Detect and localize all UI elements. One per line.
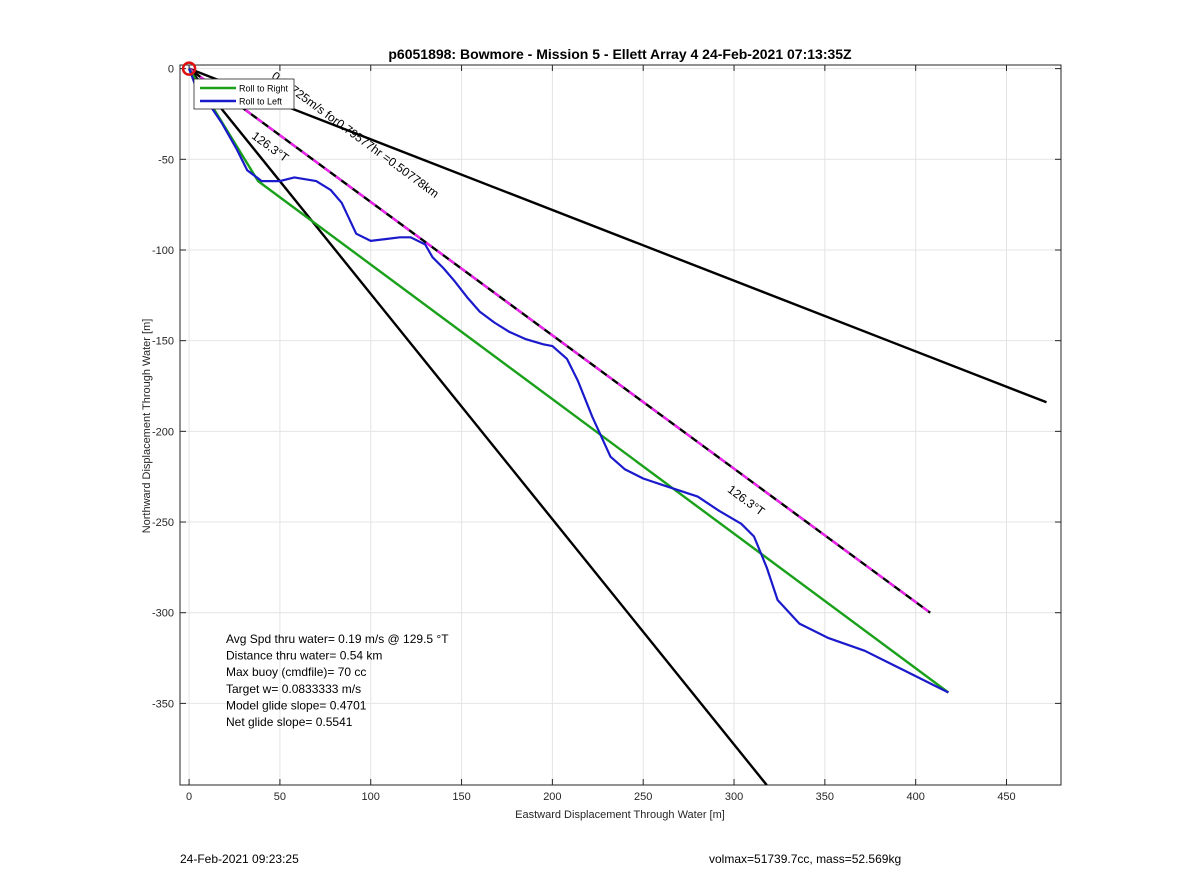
- y-tick-label: -250: [152, 517, 174, 529]
- annotation-heading-1: 126.3°T: [249, 129, 292, 166]
- y-tick-label: -100: [152, 245, 174, 257]
- grid-lines: [180, 65, 1061, 785]
- footer-timestamp: 24-Feb-2021 09:23:25: [180, 852, 299, 866]
- series-line-ref-shallow: [188, 67, 1047, 404]
- series-line-ref-steep: [188, 67, 768, 785]
- annotation-group: 0.17725m/s for0.79577hr =0.50778km126.3°…: [249, 69, 768, 519]
- footer-mass-info: volmax=51739.7cc, mass=52.569kg: [709, 852, 902, 866]
- y-tick-label: 0: [168, 64, 174, 76]
- x-tick-label: 0: [186, 791, 192, 803]
- stats-line: Avg Spd thru water= 0.19 m/s @ 129.5 °T: [226, 632, 449, 646]
- annotation-line-label: 0.17725m/s for0.79577hr =0.50778km: [269, 69, 442, 201]
- series-line-track: [188, 68, 949, 694]
- legend-label: Roll to Right: [239, 84, 289, 94]
- x-tick-label: 200: [543, 791, 561, 803]
- series-line-heading-line: [188, 67, 931, 614]
- y-tick-label: -350: [152, 698, 174, 710]
- stats-line: Distance thru water= 0.54 km: [226, 649, 382, 663]
- legend-box: [193, 78, 295, 110]
- chart-title: p6051898: Bowmore - Mission 5 - Ellett A…: [388, 46, 852, 62]
- series-line-green: [188, 67, 950, 694]
- axes-box: [179, 64, 1062, 786]
- x-tick-label: 450: [997, 791, 1015, 803]
- y-axis-label: Northward Displacement Through Water [m]: [141, 319, 153, 534]
- x-tick-label: 350: [816, 791, 834, 803]
- x-tick-label: 300: [725, 791, 743, 803]
- x-tick-label: 400: [907, 791, 925, 803]
- y-tick-label: -200: [152, 426, 174, 438]
- stats-block: Avg Spd thru water= 0.19 m/s @ 129.5 °T D…: [226, 632, 449, 729]
- legend-label: Roll to Left: [239, 97, 283, 107]
- legend: Roll to Right Roll to Left: [193, 78, 295, 110]
- x-axis-ticks: 0 50 100 150 200 250 300 350 400 450: [186, 65, 1016, 803]
- x-tick-label: 150: [452, 791, 470, 803]
- y-tick-label: -50: [158, 154, 174, 166]
- y-tick-label: -300: [152, 608, 174, 620]
- y-axis-ticks: 0 -50 -100 -150 -200 -250 -300 -350: [152, 64, 1061, 710]
- stats-line: Target w= 0.0833333 m/s: [226, 682, 361, 696]
- x-tick-label: 250: [634, 791, 652, 803]
- start-marker: [181, 61, 197, 76]
- y-tick-label: -150: [152, 336, 174, 348]
- x-tick-label: 100: [362, 791, 380, 803]
- x-axis-label: Eastward Displacement Through Water [m]: [515, 809, 725, 821]
- stats-line: Net glide slope= 0.5541: [226, 715, 353, 729]
- stats-line: Model glide slope= 0.4701: [226, 698, 367, 712]
- stats-line: Max buoy (cmdfile)= 70 cc: [226, 665, 366, 679]
- x-tick-label: 50: [274, 791, 286, 803]
